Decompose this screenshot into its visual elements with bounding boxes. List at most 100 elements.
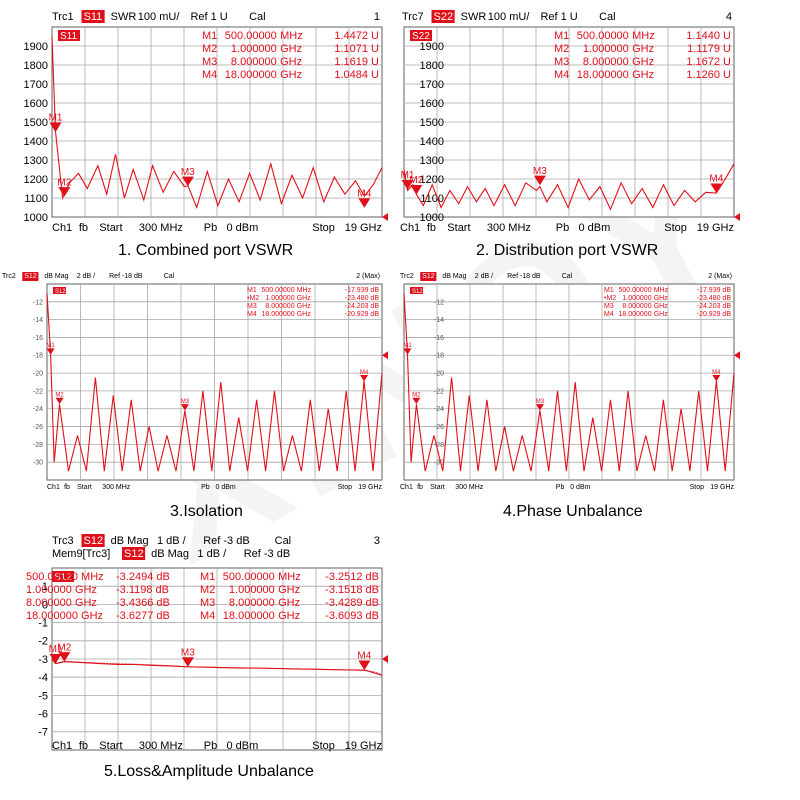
chart-distribution-port-vswr: Trc7 S22 SWR 100 mU/Ref 1 U Cal 4 1900 1800 1700… <box>398 0 798 240</box>
y-tick-label: -30 <box>33 460 43 467</box>
marker-triangle <box>412 397 421 405</box>
footer-power: 0 dBm <box>578 222 610 234</box>
marker-table-reading: -3.2512 dB <box>325 571 379 583</box>
active-trace-tag <box>410 30 432 41</box>
chart-svg: Trc2 S12 dB Mag 2 dB / Ref -18 dB Cal 2 (Max) -… <box>2 272 388 491</box>
y-tick-label: 0 <box>42 599 48 611</box>
header-field: SWR <box>461 11 487 23</box>
y-tick-label: 1600 <box>24 98 48 110</box>
y-tick-label: 1000 <box>24 212 48 224</box>
marker-table-unit: GHz <box>278 584 300 596</box>
marker-triangle <box>358 660 371 671</box>
marker-table-unit: GHz <box>280 69 302 81</box>
param-badge <box>420 272 437 281</box>
param-badge <box>431 10 455 23</box>
marker-table-unit: MHz <box>654 287 669 294</box>
trace-label: Trc3 <box>52 535 74 547</box>
marker-triangle <box>181 657 194 667</box>
marker-label: M1 <box>401 170 415 181</box>
y-tick-label: 1900 <box>24 41 48 53</box>
y-tick-label: 1000 <box>420 212 444 224</box>
y-tick-label: -3 <box>38 654 48 666</box>
marker-table-reading: -24.203 dB <box>697 303 732 310</box>
marker-table-unit: GHz <box>297 311 312 318</box>
footer-stop: Stop <box>690 484 705 491</box>
active-trace-tag-label: S11 <box>60 31 77 42</box>
trace-line <box>46 292 383 472</box>
param-badge <box>81 10 105 23</box>
header-field: Ref -3 dB <box>203 535 249 547</box>
y-tick-label: -16 <box>434 335 444 342</box>
footer-stop-freq: 19 GHz <box>345 222 382 234</box>
y-tick-label: -14 <box>434 317 444 324</box>
y-tick-label: -18 <box>33 353 43 360</box>
y-tick-label: 1700 <box>24 79 48 91</box>
marker-table-freq: 8.000000 <box>231 56 277 68</box>
marker-table-id: M4 <box>200 610 215 622</box>
y-tick-label: 1300 <box>24 155 48 167</box>
memory-table-reading: -3.1198 dB <box>116 584 169 596</box>
header-field: 2 dB / <box>475 273 493 280</box>
footer-field: 300 MHz <box>102 484 131 491</box>
y-tick-label: 1900 <box>420 41 444 53</box>
marker-table-reading: 1.1619 U <box>334 56 379 68</box>
marker-triangle <box>360 374 369 382</box>
y-tick-label: 1400 <box>24 136 48 148</box>
trace-label: Trc2 <box>2 273 16 280</box>
footer-field: 300 MHz <box>139 740 183 752</box>
marker-triangle <box>358 198 371 208</box>
marker-table-unit: GHz <box>278 610 300 622</box>
memory-table-freq: 500.00000 MHz <box>26 571 104 583</box>
trace-number: 2 (Max) <box>708 273 732 280</box>
footer-field: Ch1 <box>52 740 72 752</box>
marker-table-unit: MHz <box>632 30 655 42</box>
marker-table-reading: -3.4289 dB <box>325 597 379 609</box>
cal-label: Cal <box>275 535 292 547</box>
marker-table-freq: 18.000000 <box>223 610 275 622</box>
marker-triangle <box>535 404 544 411</box>
footer-power: 0 dBm <box>226 740 258 752</box>
marker-label: M4 <box>357 651 371 662</box>
param-badge <box>81 534 105 547</box>
marker-label: M3 <box>181 167 195 178</box>
marker-table-freq: 1.000000 <box>622 295 651 302</box>
y-tick-label: -20 <box>33 371 43 378</box>
marker-label: M1 <box>49 644 63 655</box>
marker-label: M2 <box>55 392 64 398</box>
header-field: Ref 1 U <box>190 11 227 23</box>
footer-stop: Stop <box>338 484 353 491</box>
y-tick-label: -1 <box>38 617 48 629</box>
param-badge-label: S12 <box>24 273 37 280</box>
marker-table-freq: 8.000000 <box>583 56 629 68</box>
marker-label: M2 <box>412 392 421 398</box>
footer-field: fb <box>79 222 88 234</box>
y-tick-label: -4 <box>38 672 48 684</box>
y-tick-label: -12 <box>434 299 444 306</box>
marker-table-id: M3 <box>247 303 257 310</box>
trace-number: 1 <box>374 11 380 23</box>
caption-distribution-port-vswr: 2. Distribution port VSWR <box>476 242 659 259</box>
marker-table-freq: 1.000000 <box>265 295 294 302</box>
marker-table-unit: GHz <box>654 303 669 310</box>
footer-field: Start <box>430 484 445 491</box>
marker-table-id: M3 <box>202 56 217 68</box>
y-tick-label: -2 <box>38 636 48 648</box>
marker-table-reading: 1.1179 U <box>687 43 731 55</box>
marker-table-id: •M2 <box>247 295 259 302</box>
marker-triangle <box>58 652 71 662</box>
memory-trace-line <box>51 658 383 675</box>
cal-label: Cal <box>599 11 616 23</box>
marker-triangle <box>401 180 414 190</box>
y-tick-label: -12 <box>33 299 43 306</box>
marker-table-unit: GHz <box>632 69 654 81</box>
marker-table-unit: MHz <box>280 30 303 42</box>
marker-table-unit: GHz <box>654 295 669 302</box>
chart-combined-port-vswr: Trc1 S11 SWR 100 mU/Ref 1 U Cal 1 1900 1800 1700… <box>0 0 395 240</box>
active-trace-tag <box>58 30 80 41</box>
y-tick-label: 1100 <box>420 193 444 205</box>
memory-trace-label: Mem9[Trc3] <box>52 548 110 560</box>
marker-table-freq: 18.000000 <box>619 311 652 318</box>
header-field: dB Mag <box>151 548 189 560</box>
y-tick-label: -24 <box>434 406 444 413</box>
footer-field: Ch1 <box>400 484 413 491</box>
